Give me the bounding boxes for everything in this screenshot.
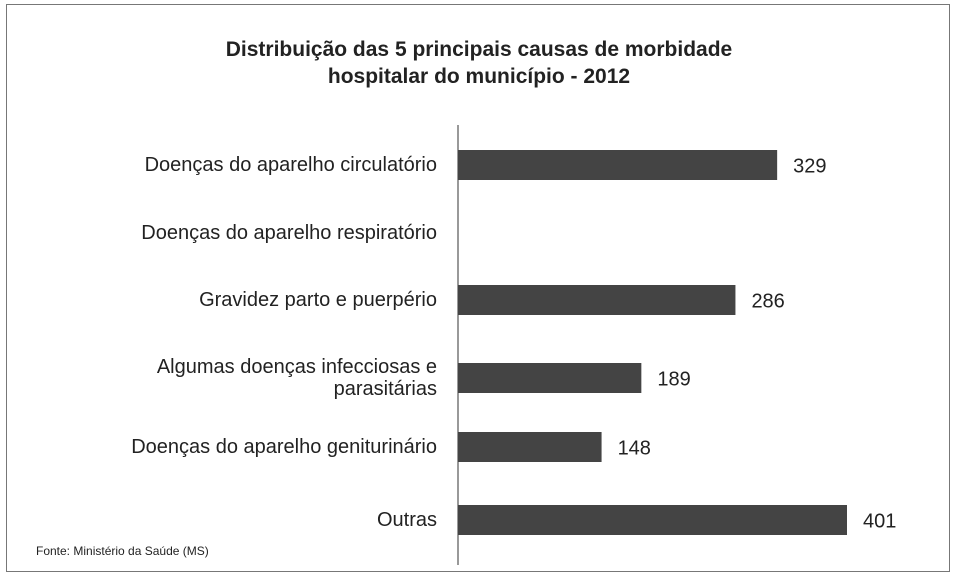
bar <box>458 432 602 462</box>
category-label: Doenças do aparelho circulatório <box>144 154 437 176</box>
bar <box>458 505 847 535</box>
category-label: Algumas doenças infecciosas e parasitári… <box>156 356 437 400</box>
category-label: Gravidez parto e puerpério <box>199 289 437 311</box>
bar <box>458 363 642 393</box>
frame <box>6 4 950 572</box>
value-label: 189 <box>657 368 690 390</box>
value-label: 286 <box>751 290 784 312</box>
category-label: Doenças do aparelho respiratório <box>141 222 437 244</box>
chart-title: Distribuição das 5 principais causas de … <box>225 38 733 88</box>
category-label: Doenças do aparelho geniturinário <box>131 436 437 458</box>
value-label: 148 <box>618 437 651 459</box>
source-note: Fonte: Ministério da Saúde (MS) <box>36 544 209 558</box>
value-label: 401 <box>863 510 896 532</box>
category-label: Outras <box>376 509 437 531</box>
bar <box>458 285 736 315</box>
bar <box>458 150 778 180</box>
value-label: 329 <box>793 155 826 177</box>
